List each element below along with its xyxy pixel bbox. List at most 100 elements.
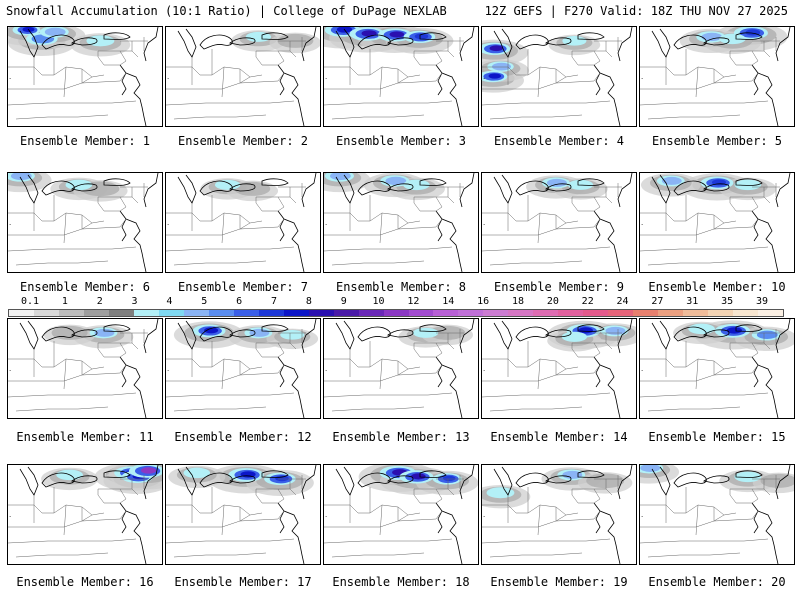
coastline: [435, 173, 475, 272]
ensemble-map: .: [482, 173, 633, 272]
map-outlines: [19, 173, 159, 272]
great-lakes: [673, 32, 763, 50]
snow-contour-mid: [701, 32, 723, 42]
coastline: [593, 319, 633, 418]
snow-contour-core: [204, 327, 219, 334]
snow-contour-core: [275, 475, 289, 482]
state-borders: [166, 475, 306, 558]
chesapeake-bay: [279, 218, 285, 242]
state-borders: [166, 183, 306, 266]
coastline: [751, 319, 791, 418]
coastline: [277, 27, 317, 126]
coastline: [119, 465, 159, 564]
colorbar-swatch: [258, 310, 284, 316]
great-lakes: [357, 178, 447, 196]
snow-contour-outer: [486, 487, 515, 499]
colorbar-swatch: [483, 310, 509, 316]
marker-label: .: [167, 219, 169, 227]
colorbar-swatch: [733, 310, 759, 316]
great-lakes: [199, 470, 289, 488]
snow-contour-core: [141, 467, 157, 474]
ensemble-map: .: [8, 319, 159, 418]
colorbar-tick: 9: [340, 296, 347, 307]
great-lakes: [41, 470, 131, 488]
lake-michigan: [19, 320, 39, 350]
ensemble-map: .: [166, 27, 320, 126]
colorbar-swatch: [233, 310, 259, 316]
coastline: [277, 319, 317, 418]
snow-contour-mid: [491, 62, 511, 71]
state-borders: [640, 329, 780, 412]
colorbar-tick: 3: [131, 296, 138, 307]
chesapeake-bay: [279, 510, 285, 534]
light-snow-shading: [231, 30, 320, 54]
colorbar-tick: 12: [407, 296, 420, 307]
snow-contour-outer: [734, 471, 762, 483]
marker-label: .: [167, 511, 169, 519]
colorbar-swatch: [383, 310, 409, 316]
marker-label: .: [9, 365, 11, 373]
ensemble-member-label: Ensemble Member: 2: [177, 134, 309, 148]
colorbar-swatch: [683, 310, 709, 316]
colorbar-swatch: [433, 310, 459, 316]
snowfall-areas: [541, 177, 594, 190]
great-lakes: [515, 324, 605, 342]
ensemble-member-label: Ensemble Member: 20: [648, 575, 786, 589]
chesapeake-bay: [595, 218, 601, 242]
ensemble-panel-15: .: [639, 318, 795, 419]
great-lakes: [199, 178, 289, 196]
coastline: [435, 27, 475, 126]
snow-contour-mid: [10, 173, 32, 181]
coastline: [751, 173, 791, 272]
snowfall-areas: [482, 36, 587, 83]
marker-label: .: [9, 73, 11, 81]
ensemble-panel-17: .: [165, 464, 321, 565]
chesapeake-bay: [753, 364, 759, 388]
colorbar-swatch: [183, 310, 209, 316]
great-lakes: [673, 470, 763, 488]
chesapeake-bay: [121, 218, 127, 242]
colorbar-tick: 14: [442, 296, 455, 307]
map-outlines: [493, 465, 633, 564]
colorbar-tick: 35: [721, 296, 734, 307]
coastline: [751, 27, 791, 126]
state-borders: [640, 475, 780, 558]
coastline: [435, 465, 475, 564]
great-lakes: [673, 324, 763, 342]
snow-contour-core: [414, 33, 429, 40]
snow-contour-mid: [94, 328, 115, 337]
ensemble-map: .: [482, 319, 636, 418]
state-borders: [482, 183, 622, 266]
snow-contour-mid: [546, 178, 567, 187]
marker-label: .: [325, 73, 327, 81]
map-outlines: [651, 173, 791, 272]
snow-contour-mid: [562, 470, 583, 479]
state-borders: [8, 37, 148, 120]
snowfall-areas: [324, 27, 436, 44]
snow-contour-core: [489, 45, 504, 52]
great-lakes: [515, 32, 605, 50]
ensemble-member-label: Ensemble Member: 13: [332, 430, 470, 444]
snowfall-areas: [89, 327, 118, 339]
map-outlines: [335, 465, 475, 564]
chesapeake-bay: [595, 72, 601, 96]
great-lakes: [357, 324, 447, 342]
chesapeake-bay: [753, 510, 759, 534]
ensemble-member-label: Ensemble Member: 5: [651, 134, 783, 148]
colorbar-tick: 39: [755, 296, 769, 307]
coastline: [593, 465, 633, 564]
moderate-snow-area: [760, 473, 794, 488]
colorbar-tick: 4: [166, 296, 173, 307]
marker-label: .: [9, 219, 11, 227]
colorbar-swatch: [358, 310, 384, 316]
snow-contour-core: [442, 475, 456, 482]
colorbar-tick: 18: [511, 296, 525, 307]
marker-label: .: [641, 219, 643, 227]
snow-contour-outer: [280, 330, 305, 340]
ensemble-map: .: [640, 173, 791, 272]
ensemble-panel-1: .: [7, 26, 163, 127]
colorbar-swatch: [208, 310, 234, 316]
ensemble-panel-5: .: [639, 26, 795, 127]
great-lakes: [199, 324, 289, 342]
marker-label: .: [483, 365, 485, 373]
